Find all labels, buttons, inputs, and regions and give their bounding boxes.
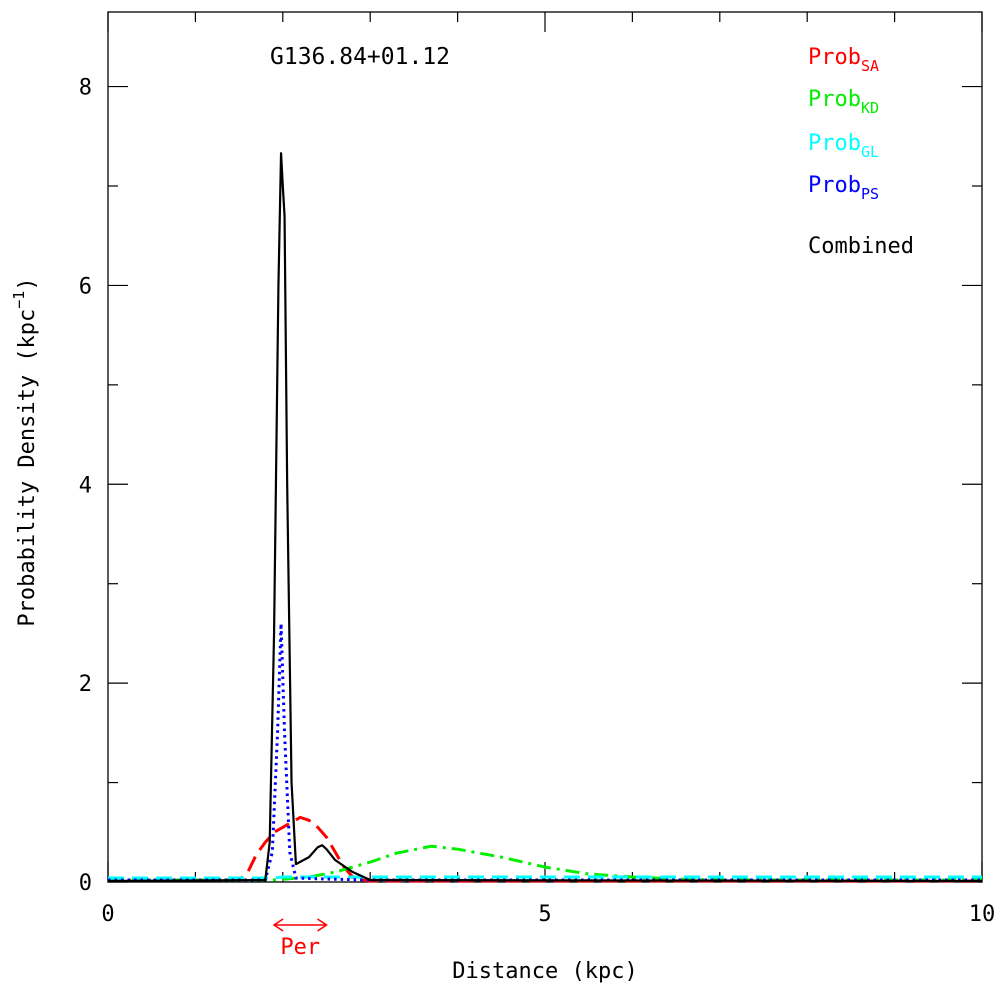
legend-item-ps-base: Prob bbox=[808, 173, 861, 198]
legend-item-sa-sub: SA bbox=[861, 57, 879, 75]
arm-marker: Per bbox=[272, 918, 328, 960]
x-tick-label: 5 bbox=[538, 902, 551, 927]
y-tick-label: 8 bbox=[79, 76, 92, 101]
series-combined bbox=[107, 152, 983, 883]
legend-item-gl-sub: GL bbox=[861, 143, 879, 161]
y-tick-label: 4 bbox=[79, 473, 92, 498]
arm-marker-label: Per bbox=[280, 935, 320, 960]
legend-item-kd-base: Prob bbox=[808, 87, 861, 112]
legend-item-sa-base: Prob bbox=[808, 45, 861, 70]
legend-item-sa: ProbSA bbox=[808, 45, 879, 75]
legend-item-gl: ProbGL bbox=[808, 131, 879, 161]
x-tick-label: 0 bbox=[101, 902, 114, 927]
y-tick-label: 2 bbox=[79, 672, 92, 697]
series-prob-kd bbox=[108, 844, 982, 882]
series-prob-gl bbox=[108, 875, 982, 880]
arm-marker-arrowhead-left bbox=[272, 918, 284, 932]
y-tick-label: 0 bbox=[79, 871, 92, 896]
legend-item-kd-sub: KD bbox=[861, 99, 879, 117]
y-axis-label-exponent: −1 bbox=[10, 291, 28, 309]
y-axis-label-close: ) bbox=[15, 277, 40, 290]
legend-item-gl-base: Prob bbox=[808, 131, 861, 156]
series-prob-sa bbox=[108, 815, 982, 883]
series-lines bbox=[107, 152, 983, 883]
chart-title: G136.84+01.12 bbox=[270, 44, 450, 70]
arm-marker-arrowhead-right bbox=[317, 918, 328, 932]
legend-item-combined: Combined bbox=[808, 234, 914, 259]
legend-item-ps-sub: PS bbox=[861, 185, 879, 203]
tick-labels: 0 5 10 0 2 4 6 8 bbox=[79, 76, 996, 927]
legend-item-ps: ProbPS bbox=[808, 173, 879, 203]
y-axis-label: Probability Density (kpc−1) bbox=[10, 277, 40, 626]
legend: ProbSA ProbKD ProbGL ProbPS Combined bbox=[808, 45, 914, 259]
y-axis-label-main: Probability Density (kpc bbox=[15, 309, 40, 627]
x-axis-label: Distance (kpc) bbox=[452, 959, 637, 984]
x-tick-label: 10 bbox=[969, 902, 996, 927]
series-prob-ps bbox=[108, 621, 982, 882]
legend-item-kd: ProbKD bbox=[808, 87, 879, 117]
y-tick-label: 6 bbox=[79, 274, 92, 299]
